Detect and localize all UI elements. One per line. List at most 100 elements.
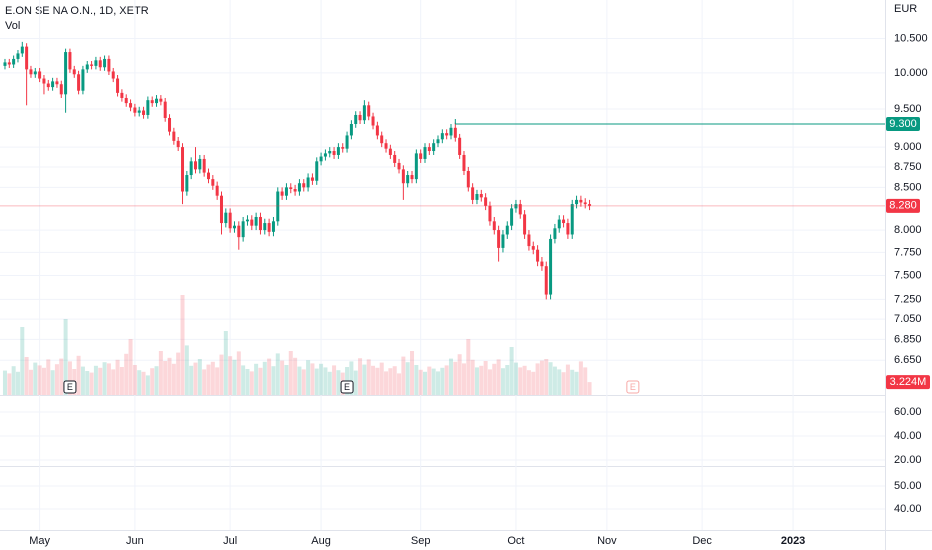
last-price-label: 8.280 xyxy=(889,200,917,212)
volume-bar xyxy=(206,364,211,395)
volume-bar xyxy=(461,363,466,395)
volume-bar xyxy=(483,361,488,395)
y-tick-label: 10.000 xyxy=(894,67,928,79)
candle-body xyxy=(3,62,7,66)
y-tick-label: 6.850 xyxy=(894,333,922,345)
volume-bar xyxy=(470,359,475,395)
event-label: E xyxy=(630,382,636,392)
candle-body xyxy=(562,219,566,224)
candle-body xyxy=(129,103,133,108)
candle-body xyxy=(280,191,284,196)
pane-tick-label: 20.00 xyxy=(894,454,922,466)
candle-body xyxy=(155,98,159,104)
candle-body xyxy=(258,216,262,231)
y-tick-label: 9.500 xyxy=(894,103,922,115)
volume-bar xyxy=(474,367,479,395)
candle-body xyxy=(328,151,332,154)
candle-body xyxy=(423,147,427,159)
candle-body xyxy=(297,183,301,192)
candle-body xyxy=(371,116,375,126)
volume-bar xyxy=(137,370,142,395)
candle-body xyxy=(137,110,141,113)
candle-body xyxy=(267,223,271,232)
candle-body xyxy=(540,261,544,267)
candle-body xyxy=(168,117,172,132)
volume-bar xyxy=(522,365,527,395)
volume-bar xyxy=(154,366,159,395)
volume-bar xyxy=(37,365,42,395)
currency: EUR xyxy=(894,3,917,15)
candle-body xyxy=(414,153,418,180)
candle-body xyxy=(362,105,366,121)
volume-bar xyxy=(314,368,319,395)
candle-body xyxy=(85,64,89,70)
volume-bar xyxy=(89,372,94,395)
candle-body xyxy=(488,205,492,222)
candle-body xyxy=(94,60,98,66)
candle-body xyxy=(397,162,401,170)
volume-bar xyxy=(327,371,332,395)
x-tick-label: 2023 xyxy=(781,535,805,547)
candle-body xyxy=(505,225,509,235)
candle-body xyxy=(544,266,548,295)
volume-bar xyxy=(215,367,220,395)
event-marker xyxy=(340,380,354,394)
volume-bar xyxy=(353,370,358,395)
volume-bar xyxy=(258,367,263,395)
candle-body xyxy=(475,194,479,200)
volume-bar xyxy=(448,358,453,395)
candle-body xyxy=(215,185,219,196)
candle-body xyxy=(202,158,206,173)
candle-body xyxy=(90,64,94,66)
candle-body xyxy=(306,177,310,188)
candle-body xyxy=(150,100,154,104)
volume-bar xyxy=(141,371,146,395)
candle-body xyxy=(393,154,397,163)
candle-body xyxy=(120,92,124,98)
y-tick-label: 8.500 xyxy=(894,181,922,193)
volume-bar xyxy=(332,365,337,395)
candle-body xyxy=(232,225,236,229)
candle-body xyxy=(189,161,193,176)
volume-bar xyxy=(397,373,402,395)
volume-title: Vol xyxy=(5,20,20,32)
volume-bar xyxy=(33,362,38,395)
candle-body xyxy=(579,199,583,203)
volume-bar xyxy=(24,357,29,395)
volume-bar xyxy=(306,360,311,395)
y-tick-label: 7.050 xyxy=(894,313,922,325)
volume-bar xyxy=(223,331,228,395)
event-label: E xyxy=(344,382,350,392)
candle-body xyxy=(449,127,453,136)
volume-bar xyxy=(561,372,566,395)
volume-bar xyxy=(145,375,150,395)
candle-body xyxy=(289,187,293,190)
price-line-badge xyxy=(886,116,920,131)
volume-bar xyxy=(171,363,176,395)
volume-bar xyxy=(50,370,55,395)
volume-bar xyxy=(128,339,133,395)
volume-bar xyxy=(132,365,137,395)
volume-bar xyxy=(375,367,380,395)
volume-bar xyxy=(548,362,553,395)
volume-bar xyxy=(310,363,315,395)
candle-body xyxy=(116,78,120,93)
volume-bar xyxy=(427,366,432,395)
volume-bar xyxy=(267,358,272,395)
candle-body xyxy=(29,69,33,75)
volume-bar xyxy=(539,360,544,395)
candle-body xyxy=(142,110,146,115)
candle-body xyxy=(16,53,20,59)
volume-bar xyxy=(245,369,250,395)
candle-body xyxy=(254,216,258,226)
candle-body xyxy=(523,214,527,235)
volume-bar xyxy=(93,365,98,395)
candle-body xyxy=(588,204,592,206)
last-price-badge xyxy=(886,198,920,213)
volume-bar xyxy=(401,356,406,395)
volume-bar xyxy=(197,359,202,395)
candle-body xyxy=(276,191,280,222)
volume-bar xyxy=(583,367,588,395)
volume-bar xyxy=(180,295,185,395)
candle-body xyxy=(64,52,68,95)
